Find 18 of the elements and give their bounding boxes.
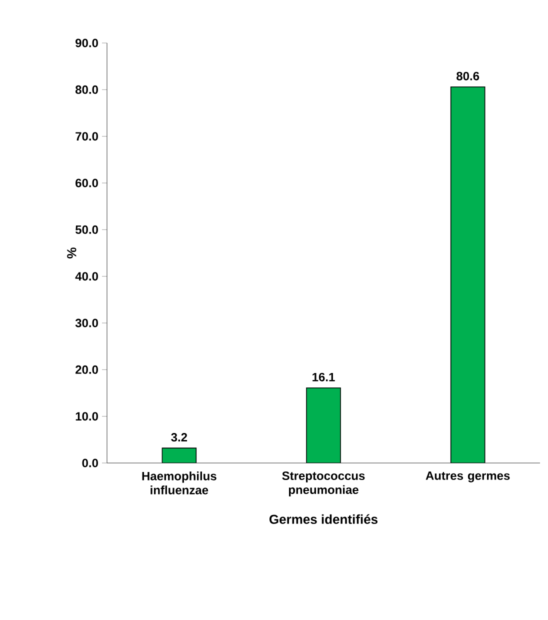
y-axis-title: % [67, 248, 76, 258]
data-label: 16.1 [312, 372, 335, 382]
x-tick-label: Autres germes [426, 472, 510, 482]
data-label: 3.2 [171, 433, 188, 442]
x-tick-label: Haemophilus influenzae [142, 472, 216, 494]
y-tick-label: 10.0 [76, 412, 98, 421]
y-tick-label: 40.0 [75, 272, 98, 281]
x-axis-title: Germes identifiés [269, 514, 378, 524]
data-label: 80.6 [456, 72, 480, 80]
x-tick-label: Streptococcus pneumoniae [282, 472, 365, 496]
y-tick-label: 90.0 [76, 38, 98, 48]
y-tick-label: 20.0 [76, 365, 98, 374]
y-tick-label: 70.0 [76, 132, 98, 141]
y-tick-label: 30.0 [75, 318, 98, 328]
y-tick-label: 0.0 [82, 458, 98, 468]
y-tick-label: 50.0 [75, 225, 98, 234]
y-tick-label: 80.0 [75, 85, 98, 94]
y-tick-label: 60.0 [76, 178, 98, 188]
